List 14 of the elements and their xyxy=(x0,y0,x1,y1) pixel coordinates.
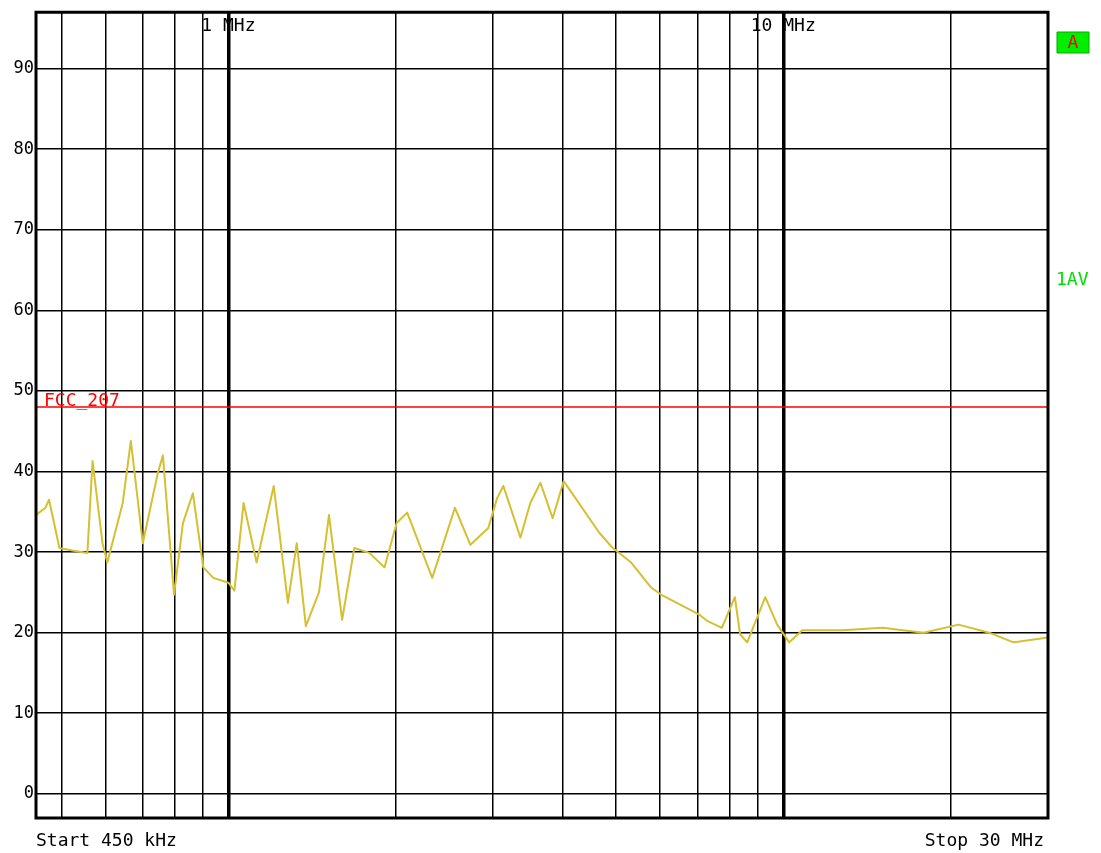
y-tick-label: 30 xyxy=(13,540,34,561)
y-tick-label: 0 xyxy=(23,782,34,803)
y-tick-label: 40 xyxy=(13,459,34,480)
y-tick-label: 70 xyxy=(13,218,34,239)
text: A xyxy=(1067,30,1079,52)
text: Stop 30 MHz xyxy=(924,828,1044,850)
y-tick-label: 50 xyxy=(13,379,34,400)
y-tick-label: 20 xyxy=(13,621,34,642)
text: 1AV xyxy=(1056,267,1089,289)
text: Start 450 kHz xyxy=(36,828,177,850)
y-tick-label: 80 xyxy=(13,137,34,158)
y-tick-label: 60 xyxy=(13,298,34,319)
y-tick-label: 90 xyxy=(13,57,34,78)
y-tick-label: 10 xyxy=(13,701,34,722)
